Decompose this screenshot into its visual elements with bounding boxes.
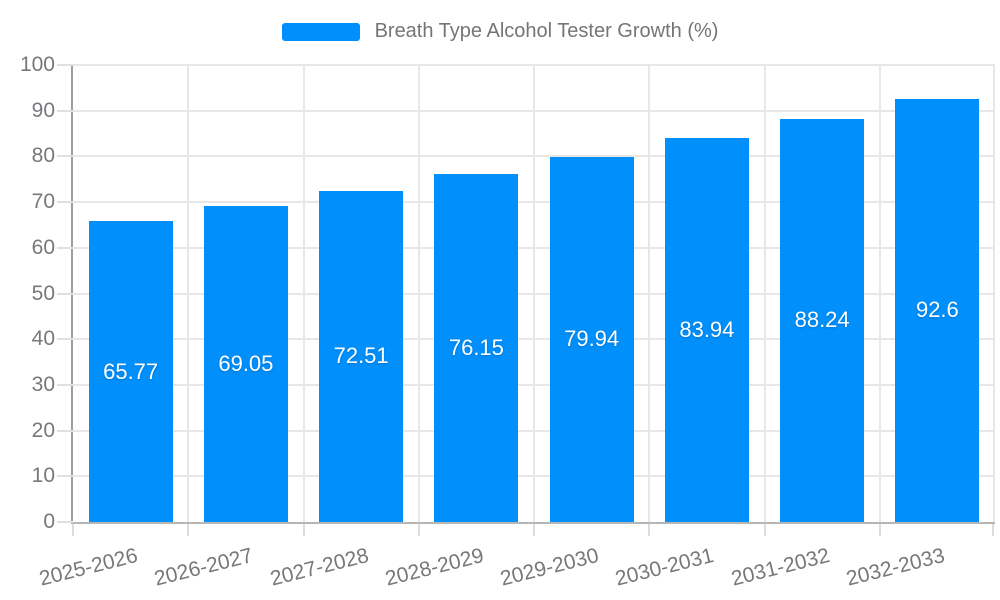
x-axis-tick <box>533 524 535 536</box>
x-axis-label: 2026-2027 <box>152 544 256 591</box>
y-axis-tick <box>57 475 73 478</box>
y-axis-tick <box>57 383 73 386</box>
vertical-gridline <box>533 65 535 522</box>
bar[interactable]: 88.24 <box>780 118 865 522</box>
x-axis-tick <box>992 524 994 536</box>
x-axis-label: 2032-2033 <box>843 544 947 591</box>
bar-value-label: 92.6 <box>915 297 959 323</box>
bar-value-label: 72.51 <box>333 343 389 369</box>
y-axis-label: 60 <box>31 235 55 259</box>
bar[interactable]: 72.51 <box>319 190 404 522</box>
x-axis-tick <box>417 524 420 536</box>
y-axis-label: 10 <box>31 464 55 488</box>
vertical-gridline <box>187 65 190 522</box>
bar-value-label: 88.24 <box>794 307 850 333</box>
y-axis-tick <box>57 109 73 112</box>
bar-value-label: 76.15 <box>448 334 504 360</box>
vertical-gridline <box>648 65 651 522</box>
x-axis-tick <box>648 524 651 536</box>
vertical-gridline <box>302 65 305 522</box>
x-axis-tick <box>187 524 190 536</box>
x-axis-label: 2027-2028 <box>267 544 371 591</box>
bar[interactable]: 92.6 <box>895 98 980 522</box>
horizontal-gridline <box>73 109 995 112</box>
x-axis-label: 2030-2031 <box>613 544 717 591</box>
vertical-gridline <box>417 65 420 522</box>
bar[interactable]: 65.77 <box>88 221 173 522</box>
y-axis-label: 50 <box>31 281 55 305</box>
y-axis-label: 30 <box>31 372 55 396</box>
vertical-gridline <box>878 65 881 522</box>
horizontal-gridline <box>73 64 995 66</box>
x-axis-label: 2028-2029 <box>382 544 486 591</box>
x-axis-label: 2031-2032 <box>728 544 832 591</box>
y-axis-tick <box>57 429 73 432</box>
x-axis-tick <box>878 524 881 536</box>
bar-value-label: 79.94 <box>564 326 620 352</box>
y-axis-tick <box>57 521 73 523</box>
y-axis-label: 40 <box>31 327 55 351</box>
bar-value-label: 83.94 <box>679 317 735 343</box>
bar-value-label: 65.77 <box>103 358 159 384</box>
y-axis-tick <box>57 338 73 341</box>
y-axis-label: 100 <box>19 53 55 76</box>
vertical-gridline <box>993 65 995 522</box>
legend-label: Breath Type Alcohol Tester Growth (%) <box>374 20 719 42</box>
y-axis-tick <box>57 246 73 249</box>
y-axis-tick <box>57 201 73 204</box>
plot-area: 65.77 69.05 72.51 76.15 79.94 83.94 88.24 92.6 <box>71 64 995 524</box>
y-axis-label: 80 <box>31 144 55 168</box>
legend-marker <box>281 22 360 41</box>
y-axis-label: 20 <box>31 418 55 442</box>
y-axis-label: 0 <box>43 510 55 533</box>
bar[interactable]: 69.05 <box>203 206 288 522</box>
vertical-gridline <box>763 65 766 522</box>
x-axis-tick <box>763 524 766 536</box>
bar[interactable]: 79.94 <box>549 156 634 522</box>
y-axis-label: 90 <box>31 98 55 122</box>
y-axis-tick <box>57 64 73 66</box>
y-axis-label: 70 <box>31 190 55 214</box>
legend[interactable]: Breath Type Alcohol Tester Growth (%) <box>0 20 1000 43</box>
x-axis-label: 2025-2026 <box>37 544 141 591</box>
x-axis-tick <box>302 524 305 536</box>
bar[interactable]: 76.15 <box>434 173 519 522</box>
bar-value-label: 69.05 <box>218 351 274 377</box>
x-axis-label: 2029-2030 <box>498 544 602 591</box>
x-axis-tick <box>72 524 74 536</box>
y-axis-tick <box>57 292 73 295</box>
y-axis-tick <box>57 155 73 158</box>
bar[interactable]: 83.94 <box>664 138 749 522</box>
